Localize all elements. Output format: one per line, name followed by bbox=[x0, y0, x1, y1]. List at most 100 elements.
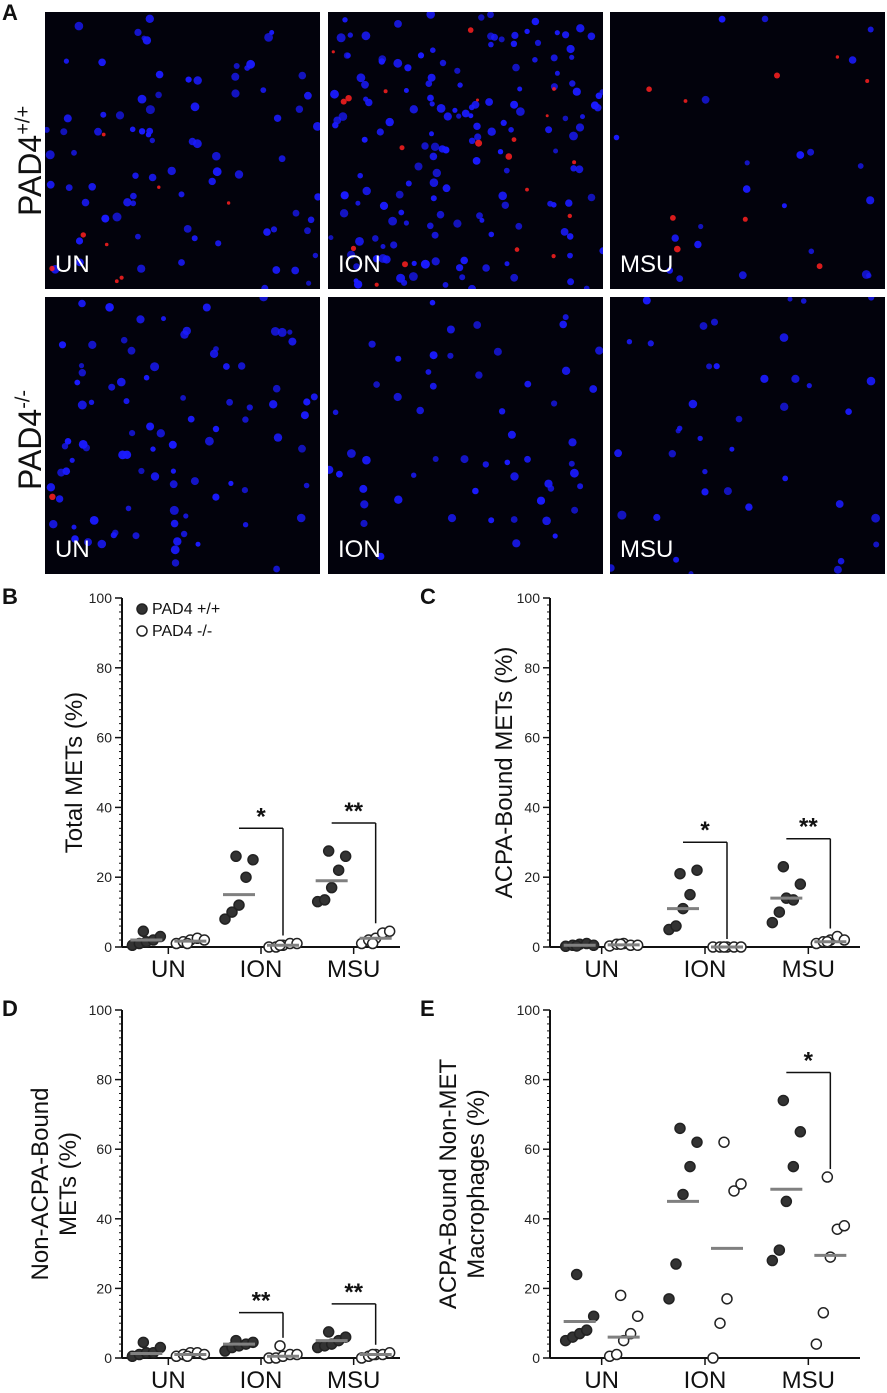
nucleus bbox=[482, 461, 489, 468]
nucleus bbox=[213, 346, 219, 352]
nucleus bbox=[698, 223, 704, 230]
nucleus bbox=[429, 382, 437, 390]
nucleus bbox=[403, 220, 409, 226]
nucleus bbox=[361, 136, 368, 143]
nucleus bbox=[417, 52, 425, 59]
data-point bbox=[824, 1251, 837, 1263]
nucleus bbox=[501, 201, 509, 209]
nucleus bbox=[570, 468, 579, 478]
nucleus bbox=[296, 513, 306, 523]
nucleus bbox=[498, 408, 506, 415]
nucleus bbox=[94, 127, 102, 136]
nucleus bbox=[150, 472, 160, 481]
nucleus bbox=[614, 449, 622, 458]
nucleus bbox=[866, 196, 875, 205]
nucleus bbox=[808, 248, 815, 255]
stain-spot bbox=[551, 254, 556, 259]
nucleus bbox=[353, 278, 359, 284]
stain-spot bbox=[670, 215, 676, 221]
nucleus bbox=[395, 355, 402, 362]
nucleus bbox=[547, 200, 554, 207]
nucleus bbox=[394, 20, 402, 28]
nucleus bbox=[145, 105, 155, 115]
nucleus bbox=[187, 415, 195, 423]
nucleus bbox=[141, 35, 147, 41]
nucleus bbox=[373, 381, 380, 388]
data-point bbox=[773, 906, 786, 918]
nucleus bbox=[110, 532, 117, 539]
nucleus bbox=[735, 415, 743, 423]
nucleus bbox=[510, 40, 518, 47]
nucleus bbox=[567, 278, 575, 286]
nucleus bbox=[242, 522, 249, 528]
nucleus bbox=[453, 219, 462, 228]
nucleus bbox=[291, 266, 300, 275]
nucleus bbox=[781, 203, 787, 209]
stain-spot bbox=[104, 242, 109, 247]
nucleus bbox=[488, 41, 494, 48]
stain-spot bbox=[674, 245, 681, 253]
data-point bbox=[247, 1336, 259, 1349]
nucleus bbox=[347, 32, 353, 38]
nucleus bbox=[427, 94, 434, 102]
nucleus bbox=[431, 257, 440, 266]
data-point bbox=[777, 860, 790, 873]
nucleus bbox=[425, 369, 432, 375]
stain-spot bbox=[80, 232, 86, 238]
nucleus bbox=[468, 284, 476, 289]
nucleus bbox=[711, 318, 718, 326]
category-label: MSU bbox=[327, 1367, 380, 1393]
nucleus bbox=[446, 325, 455, 334]
nucleus bbox=[442, 282, 449, 288]
nucleus bbox=[575, 165, 584, 174]
nucleus bbox=[314, 193, 320, 201]
stain-spot bbox=[511, 137, 517, 142]
micrograph-ko-msu-cells bbox=[610, 297, 880, 574]
nucleus bbox=[476, 212, 483, 220]
nucleus bbox=[566, 44, 575, 54]
legend-label: PAD4 -/- bbox=[152, 623, 212, 640]
nucleus bbox=[475, 371, 483, 379]
nucleus bbox=[355, 200, 361, 206]
nucleus bbox=[479, 217, 485, 223]
nucleus bbox=[353, 263, 360, 270]
stain-spot bbox=[119, 275, 124, 280]
y-tick-label: 60 bbox=[524, 1141, 540, 1157]
nucleus bbox=[231, 89, 240, 98]
nucleus bbox=[559, 320, 567, 329]
nucleus bbox=[439, 59, 447, 67]
data-point bbox=[322, 845, 335, 857]
condition-label: UN bbox=[55, 536, 90, 563]
nucleus bbox=[452, 107, 458, 113]
nucleus bbox=[63, 114, 72, 123]
nucleus bbox=[71, 535, 79, 543]
nucleus bbox=[554, 30, 560, 36]
nucleus bbox=[457, 82, 463, 88]
data-point bbox=[366, 937, 379, 950]
nucleus bbox=[617, 510, 627, 520]
nucleus bbox=[89, 516, 99, 525]
data-point bbox=[587, 1310, 600, 1322]
nucleus bbox=[510, 100, 519, 109]
data-point bbox=[247, 854, 259, 866]
category-label: UN bbox=[584, 956, 619, 983]
nucleus bbox=[238, 362, 246, 370]
y-axis-label: ACPA-Bound Non-MET bbox=[435, 1059, 462, 1310]
y-tick-label: 0 bbox=[532, 1350, 540, 1366]
nucleus bbox=[699, 322, 708, 330]
nucleus bbox=[330, 89, 339, 99]
nucleus bbox=[129, 126, 136, 133]
nucleus bbox=[287, 329, 293, 335]
nucleus bbox=[223, 363, 230, 370]
nucleus bbox=[277, 327, 287, 337]
nucleus bbox=[336, 470, 343, 478]
significance-marker: * bbox=[256, 803, 266, 830]
nucleus bbox=[338, 112, 348, 121]
y-tick-label: 80 bbox=[524, 660, 540, 676]
nucleus bbox=[264, 33, 273, 42]
nucleus bbox=[380, 244, 386, 249]
nucleus bbox=[205, 436, 214, 446]
nucleus bbox=[136, 315, 145, 324]
nucleus bbox=[471, 100, 480, 109]
nucleus bbox=[531, 17, 540, 26]
